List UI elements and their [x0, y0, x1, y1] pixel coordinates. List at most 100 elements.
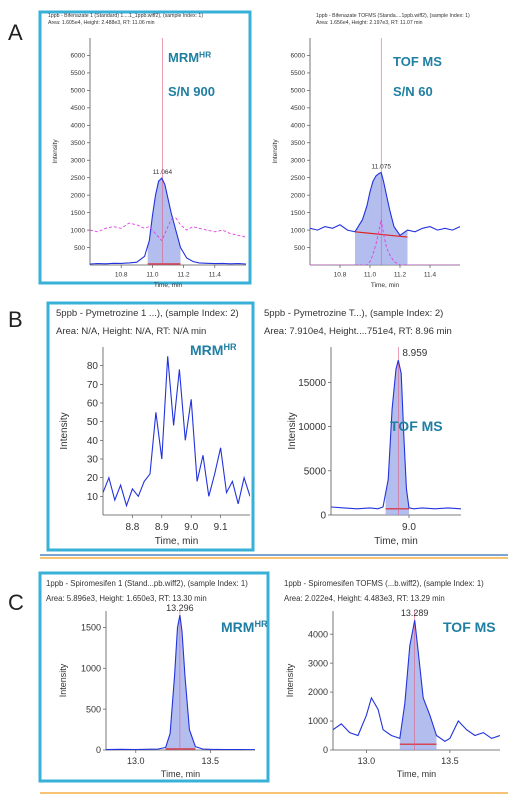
y-tick-label: 0 [96, 745, 101, 755]
chart-panel-b2: 5ppb - Pymetrozine T...), (sample Index:… [264, 308, 461, 547]
panel-header-title: 5ppb - Pymetrozine 1 ...), (sample Index… [56, 308, 239, 319]
technique-annotation-main: MRM [221, 619, 254, 635]
peak-area-fill [399, 620, 437, 750]
section-label-c: C [8, 590, 24, 615]
signal-to-noise-annotation: S/N 900 [168, 84, 215, 99]
x-tick-label: 13.0 [358, 756, 376, 766]
y-tick-label: 4000 [291, 123, 306, 130]
chart-panels: 1ppb - Bifenazate 1 (Standard) 1....1_1p… [38, 10, 500, 783]
y-tick-label: 0 [323, 745, 328, 755]
panel-header-title: 1ppb - Bifenazate 1 (Standard) 1....1_1p… [48, 13, 203, 19]
y-tick-label: 4500 [71, 105, 86, 112]
y-tick-label: 1000 [308, 716, 328, 726]
y-tick-label: 30 [87, 455, 99, 466]
peak-rt-label: 11.064 [153, 169, 173, 176]
y-tick-label: 70 [87, 380, 99, 391]
x-tick-label: 13.5 [202, 756, 220, 766]
y-tick-label: 1500 [71, 210, 86, 217]
x-axis-label: Time, min [371, 282, 400, 289]
x-tick-label: 13.0 [127, 756, 145, 766]
chromatogram-trace [310, 171, 460, 237]
panel-header-title: 1ppb - Bifenazate TOFMS (Standa....1ppb.… [316, 13, 470, 19]
peak-rt-label: 13.296 [166, 603, 194, 613]
x-tick-label: 11.2 [178, 272, 191, 279]
y-tick-label: 6000 [291, 53, 306, 60]
panel-header-stats: Area: 1.656e4, Height: 2.197e3, RT: 11.0… [316, 20, 423, 26]
y-tick-label: 4000 [308, 629, 328, 639]
technique-annotation: TOF MS [390, 418, 443, 434]
y-axis-label: Intensity [285, 663, 295, 697]
y-tick-label: 5000 [304, 466, 327, 477]
y-tick-label: 5500 [71, 70, 86, 77]
y-tick-label: 500 [74, 245, 85, 252]
technique-annotation: TOF MS [393, 54, 442, 69]
chromatogram-trace [331, 360, 461, 510]
y-tick-label: 0 [320, 511, 326, 522]
y-tick-label: 2500 [71, 175, 86, 182]
peak-rt-label: 8.959 [402, 348, 427, 359]
y-tick-label: 2000 [71, 192, 86, 199]
x-axis-label: Time, min [161, 769, 200, 779]
chromatogram-trace [90, 177, 246, 265]
panel-header-stats: Area: 5.896e3, Height: 1.650e3, RT: 13.3… [46, 594, 207, 603]
y-tick-label: 4000 [71, 123, 86, 130]
secondary-trace [90, 217, 246, 242]
y-axis-label: Intensity [287, 412, 298, 449]
y-tick-label: 1000 [81, 663, 101, 673]
x-tick-label: 11.0 [364, 272, 377, 279]
y-tick-label: 500 [294, 245, 305, 252]
x-axis-label: Time, min [397, 769, 436, 779]
y-axis-label: Intensity [59, 412, 70, 449]
y-tick-label: 3000 [291, 158, 306, 165]
chromatogram-trace [106, 614, 255, 750]
chart-panel-c1: 1ppb - Spiromesifen 1 (Stand...pb.wiff2)… [38, 571, 270, 783]
chart-panel-a1: 1ppb - Bifenazate 1 (Standard) 1....1_1p… [38, 10, 252, 289]
y-tick-label: 2500 [291, 175, 306, 182]
y-axis-label: Intensity [58, 663, 68, 697]
x-tick-label: 11.0 [146, 272, 159, 279]
x-tick-label: 8.9 [155, 522, 169, 533]
highlight-frame [38, 10, 252, 285]
y-tick-label: 3500 [71, 140, 86, 147]
technique-annotation: TOF MS [443, 619, 496, 635]
peak-rt-label: 13.289 [401, 608, 429, 618]
y-tick-label: 500 [86, 704, 101, 714]
y-tick-label: 10 [87, 492, 99, 503]
x-axis-label: Time, min [154, 282, 183, 289]
technique-annotation: MRMHR [221, 619, 268, 635]
x-tick-label: 10.8 [334, 272, 347, 279]
x-tick-label: 9.0 [184, 522, 198, 533]
technique-annotation-superscript: HR [199, 49, 211, 59]
x-tick-label: 11.4 [424, 272, 437, 279]
technique-annotation-superscript: HR [254, 619, 268, 629]
y-tick-label: 80 [87, 361, 99, 372]
signal-to-noise-annotation: S/N 60 [393, 84, 433, 99]
y-tick-label: 2000 [291, 192, 306, 199]
panel-header-stats: Area: N/A, Height: N/A, RT: N/A min [56, 326, 206, 337]
y-tick-label: 1000 [71, 227, 86, 234]
section-label-a: A [8, 20, 23, 45]
panel-header-title: 5ppb - Pymetrozine T...), (sample Index:… [264, 308, 443, 319]
peak-area-fill [147, 178, 181, 265]
y-tick-label: 2000 [308, 687, 328, 697]
panel-header-title: 1ppb - Spiromesifen 1 (Stand...pb.wiff2)… [46, 579, 248, 588]
technique-annotation: MRMHR [190, 342, 237, 358]
x-tick-label: 11.2 [394, 272, 407, 279]
y-tick-label: 3500 [291, 140, 306, 147]
y-tick-label: 15000 [298, 378, 326, 389]
x-tick-label: 10.8 [115, 272, 128, 279]
x-axis-label: Time, min [155, 536, 199, 547]
technique-annotation-main: MRM [190, 342, 223, 358]
chart-panel-b1: 5ppb - Pymetrozine 1 ...), (sample Index… [46, 301, 255, 552]
secondary-trace [310, 219, 460, 265]
x-tick-label: 8.8 [125, 522, 139, 533]
y-tick-label: 4500 [291, 105, 306, 112]
panel-header-stats: Area: 2.022e4, Height: 4.483e3, RT: 13.2… [284, 594, 445, 603]
highlight-frame [46, 301, 255, 552]
x-tick-label: 13.5 [441, 756, 459, 766]
y-tick-label: 5000 [291, 88, 306, 95]
x-tick-label: 11.4 [209, 272, 222, 279]
panel-header-title: 1ppb - Spiromesifen TOFMS (...b.wiff2), … [284, 579, 484, 588]
technique-annotation-main: MRM [168, 50, 199, 65]
y-tick-label: 5500 [291, 70, 306, 77]
